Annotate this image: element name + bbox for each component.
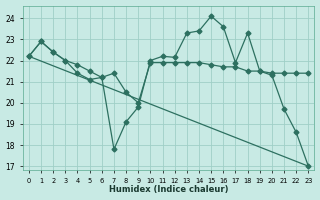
X-axis label: Humidex (Indice chaleur): Humidex (Indice chaleur)	[109, 185, 228, 194]
